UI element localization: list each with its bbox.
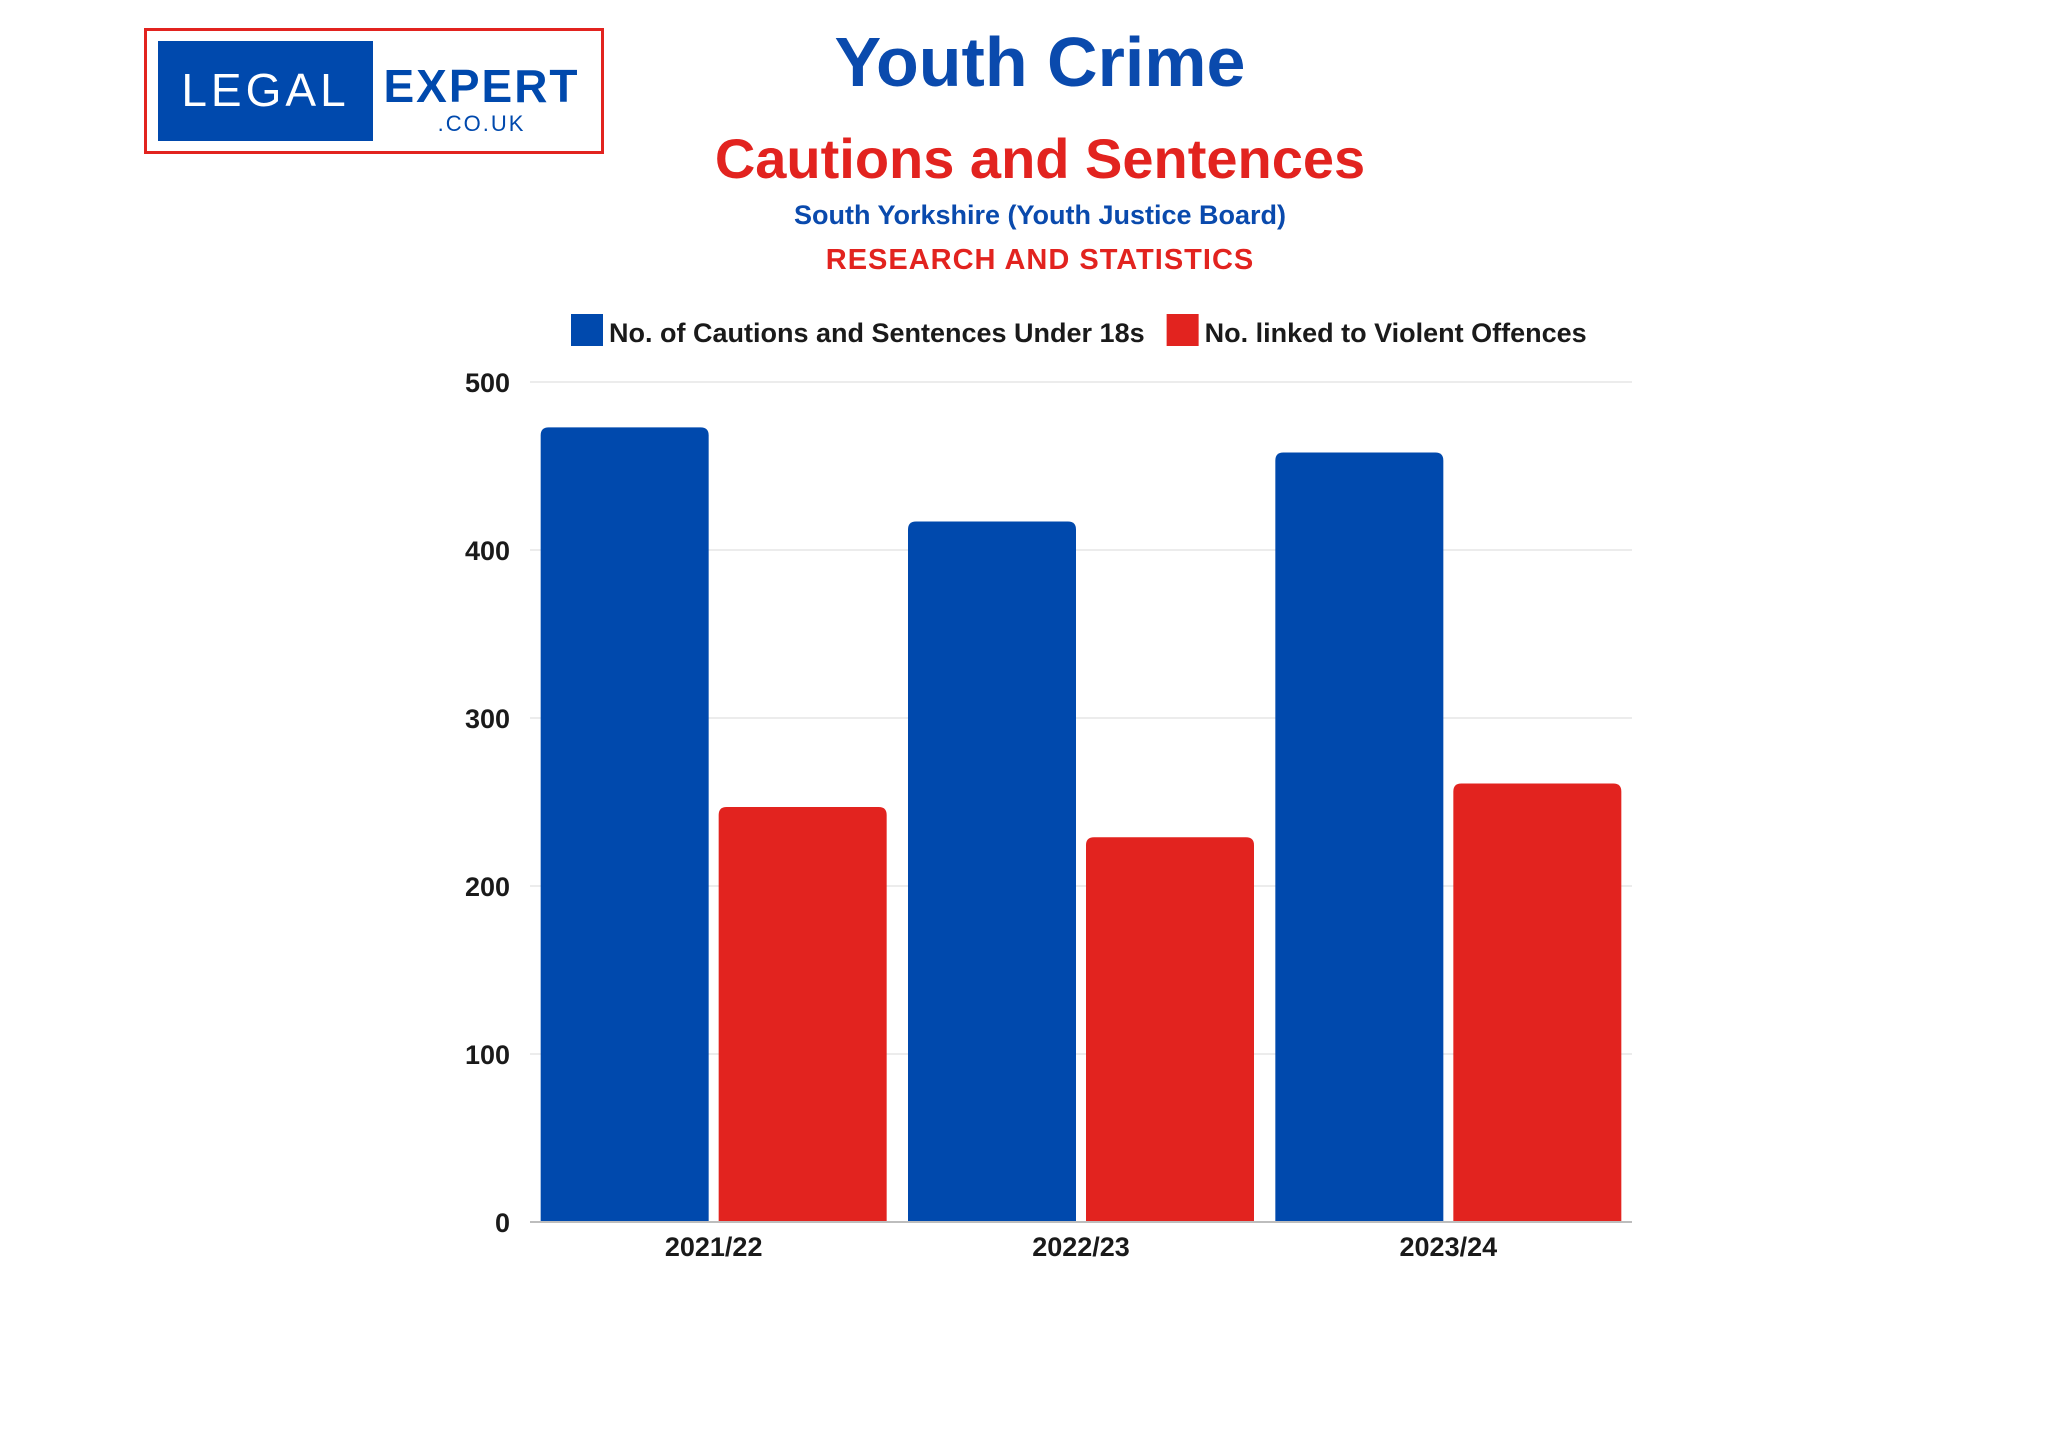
- logo-domain: .CO.UK: [437, 111, 526, 136]
- bar-cautions: [908, 521, 1076, 1222]
- logo-panel: LEGAL EXPERT .CO.UK: [158, 41, 590, 141]
- logo-expert-word: EXPERT: [383, 60, 580, 112]
- x-tick-label: 2021/22: [665, 1232, 763, 1262]
- bar-cautions: [1275, 452, 1444, 1222]
- bar-violent: [718, 807, 887, 1222]
- y-tick-label: 0: [495, 1208, 510, 1238]
- research-tagline: RESEARCH AND STATISTICS: [825, 244, 1255, 276]
- y-tick-label: 300: [465, 704, 510, 734]
- y-tick-label: 500: [465, 368, 510, 398]
- x-tick-label: 2022/23: [1032, 1232, 1130, 1262]
- region-label: South Yorkshire (Youth Justice Board): [793, 200, 1287, 230]
- legend-swatch-violent: [1166, 314, 1199, 346]
- page-subtitle: Cautions and Sentences: [714, 127, 1366, 190]
- bar-violent: [1086, 837, 1254, 1222]
- legend-swatch-cautions: [571, 314, 603, 346]
- legend-label-violent: No. linked to Violent Offences: [1205, 318, 1587, 348]
- y-tick-label: 100: [465, 1040, 510, 1070]
- legend-label-cautions: No. of Cautions and Sentences Under 18s: [609, 318, 1145, 348]
- bar-violent: [1453, 783, 1622, 1222]
- logo-white-panel: [373, 41, 590, 141]
- bar-cautions: [540, 427, 709, 1222]
- y-tick-label: 200: [465, 872, 510, 902]
- page-title: Youth Crime: [834, 23, 1246, 101]
- legal-expert-logo: LEGAL EXPERT .CO.UK: [144, 28, 604, 154]
- x-tick-label: 2023/24: [1400, 1232, 1498, 1262]
- logo-legal-word: LEGAL: [181, 64, 350, 116]
- y-tick-label: 400: [465, 536, 510, 566]
